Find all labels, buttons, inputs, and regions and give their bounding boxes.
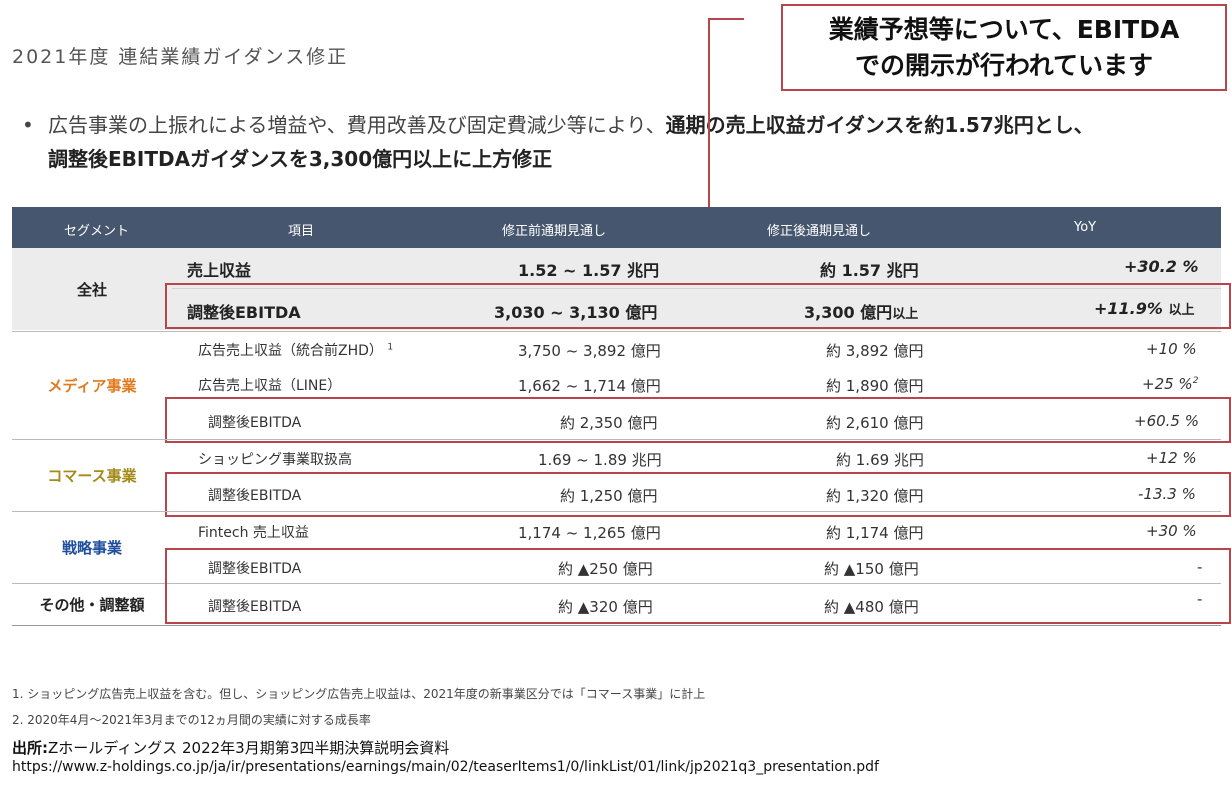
row-before: 1.69 ~ 1.89 兆円 <box>538 451 662 469</box>
source-text: Zホールディングス 2022年3月期第3四半期決算説明会資料 <box>48 739 450 757</box>
row-before: 1,662 ~ 1,714 億円 <box>518 377 661 395</box>
row-before: 約 ▲320 億円 <box>558 598 653 616</box>
row-item: ショッピング事業取扱高 <box>198 452 352 468</box>
bullet-text-normal: 広告事業の上振れによる増益や、費用改善及び固定費減少等により、 <box>48 113 666 137</box>
segment-divider <box>12 439 1221 440</box>
row-before: 1.52 ~ 1.57 兆円 <box>518 261 660 280</box>
row-yoy-suffix: 以上 <box>1168 303 1195 318</box>
row-after-suffix: 以上 <box>892 307 919 322</box>
row-before: 1,174 ~ 1,265 億円 <box>518 524 661 542</box>
row-yoy: +30.2 % <box>1124 257 1199 276</box>
row-yoy: +30 % <box>1146 522 1197 540</box>
summary-bullet: • 広告事業の上振れによる増益や、費用改善及び固定費減少等により、通期の売上収益… <box>22 108 1227 176</box>
row-yoy: +60.5 % <box>1134 412 1199 430</box>
row-yoy: +11.9% 以上 <box>1094 299 1195 318</box>
highlight-box-strategy-other-ebitda <box>165 548 1231 624</box>
row-after: 約 ▲480 億円 <box>824 598 919 616</box>
row-yoy: +10 % <box>1146 340 1197 358</box>
row-item: 広告売上収益（統合前ZHD） 1 <box>198 340 393 360</box>
source-line: 出所:Zホールディングス 2022年3月期第3四半期決算説明会資料 <box>12 737 449 758</box>
bullet-dot: • <box>22 113 34 137</box>
row-before: 約 ▲250 億円 <box>558 560 653 578</box>
callout-box: 業績予想等について、EBITDA での開示が行われています <box>781 4 1227 91</box>
row-after: 約 ▲150 億円 <box>824 560 919 578</box>
row-after: 約 3,892 億円 <box>826 342 924 360</box>
row-item: Fintech 売上収益 <box>198 525 309 541</box>
zensha-block <box>12 248 1221 330</box>
row-after: 約 1,890 億円 <box>826 377 924 395</box>
callout-arrow-horizontal <box>708 18 744 20</box>
row-yoy-value: +11.9% <box>1094 299 1163 318</box>
highlight-box-zensha-ebitda <box>165 283 1231 329</box>
row-yoy: - <box>1197 590 1203 608</box>
highlight-box-commerce-ebitda <box>165 472 1231 517</box>
table-bottom-border <box>12 625 1221 626</box>
row-after: 約 1.57 兆円 <box>820 261 919 280</box>
segment-strategy: 戦略事業 <box>61 538 122 557</box>
header-segment: セグメント <box>64 224 130 239</box>
row-item: 調整後EBITDA <box>208 561 302 577</box>
row-yoy: +12 % <box>1146 449 1197 467</box>
row-yoy: - <box>1197 558 1203 576</box>
row-after: 約 2,610 億円 <box>826 414 924 432</box>
footnote-1: 1. ショッピング広告売上収益を含む。但し、ショッピング広告売上収益は、2021… <box>12 687 706 701</box>
header-item: 項目 <box>288 224 315 239</box>
source-label: 出所: <box>12 739 48 757</box>
row-after: 約 1,320 億円 <box>826 487 924 505</box>
row-yoy: -13.3 % <box>1138 485 1196 503</box>
guidance-table: セグメント 項目 修正前通期見通し 修正後通期見通し YoY 全社 売上収益 1… <box>12 207 1231 626</box>
segment-media: メディア事業 <box>47 376 137 395</box>
row-after: 約 1.69 兆円 <box>836 451 924 469</box>
bullet-text-bold-2: 調整後EBITDAガイダンスを3,300億円以上に上方修正 <box>48 147 553 171</box>
row-before: 約 1,250 億円 <box>560 487 658 505</box>
highlight-box-media-ebitda <box>165 397 1231 443</box>
page-title: 2021年度 連結業績ガイダンス修正 <box>12 46 349 68</box>
row-before: 3,030 ~ 3,130 億円 <box>494 303 658 322</box>
row-divider <box>172 288 1221 289</box>
header-before: 修正前通期見通し <box>502 224 607 239</box>
row-item: 調整後EBITDA <box>208 415 302 431</box>
row-after-value: 3,300 億円 <box>804 303 893 322</box>
row-item: 調整後EBITDA <box>208 488 302 504</box>
segment-zensha: 全社 <box>76 280 107 299</box>
row-yoy-sup: 2 <box>1192 376 1199 386</box>
footnote-2: 2. 2020年4月～2021年3月までの12ヵ月間の実績に対する成長率 <box>12 713 371 727</box>
row-item: 売上収益 <box>187 261 252 280</box>
row-item: 調整後EBITDA <box>187 303 301 322</box>
callout-arrow-vertical <box>708 18 710 253</box>
row-item-sup: 1 <box>387 342 394 353</box>
segment-commerce: コマース事業 <box>47 466 137 485</box>
row-item: 広告売上収益（LINE） <box>198 378 342 394</box>
row-item: 調整後EBITDA <box>208 599 302 615</box>
row-after: 3,300 億円以上 <box>804 299 918 323</box>
row-before: 約 2,350 億円 <box>560 414 658 432</box>
callout-line-1: 業績予想等について、EBITDA <box>828 15 1180 44</box>
source-url[interactable]: https://www.z-holdings.co.jp/ja/ir/prese… <box>12 759 879 775</box>
row-after: 約 1,174 億円 <box>826 524 924 542</box>
callout-line-2: での開示が行われています <box>854 51 1153 80</box>
header-after: 修正後通期見通し <box>767 224 872 239</box>
bullet-text-bold-1: 通期の売上収益ガイダンスを約1.57兆円とし、 <box>665 113 1094 137</box>
header-yoy: YoY <box>1074 220 1097 235</box>
segment-divider <box>12 511 1221 512</box>
segment-other: その他・調整額 <box>39 595 145 614</box>
row-item-text: 広告売上収益（統合前ZHD） <box>198 343 383 359</box>
row-before: 3,750 ~ 3,892 億円 <box>518 342 661 360</box>
row-yoy-value: +25 % <box>1142 375 1193 393</box>
segment-divider <box>12 331 1221 332</box>
segment-divider <box>12 583 1221 584</box>
table-header: セグメント 項目 修正前通期見通し 修正後通期見通し YoY <box>12 207 1221 248</box>
row-yoy: +25 %2 <box>1142 375 1198 393</box>
